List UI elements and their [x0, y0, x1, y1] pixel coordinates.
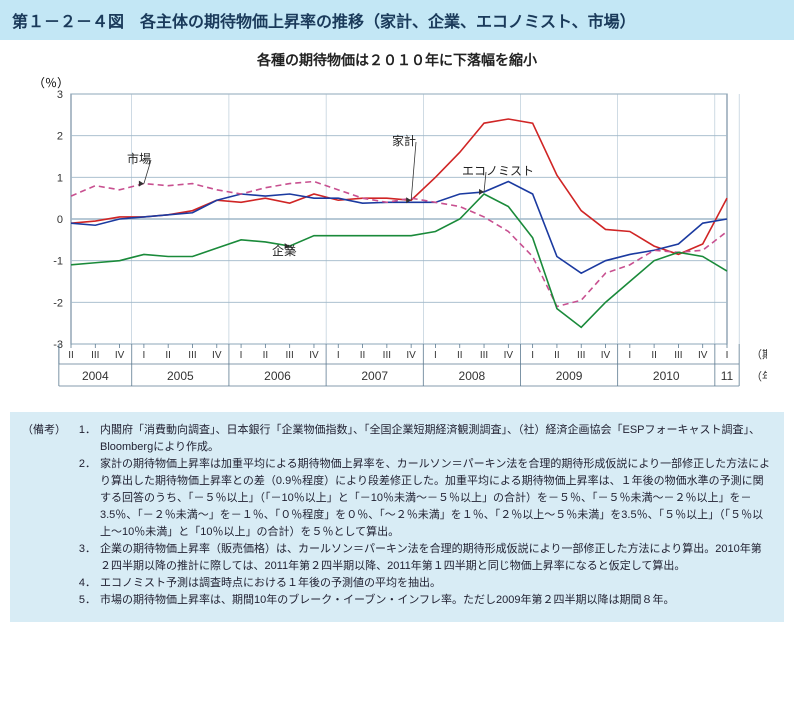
- svg-text:II: II: [165, 350, 171, 361]
- svg-text:II: II: [651, 350, 657, 361]
- svg-text:2007: 2007: [361, 369, 388, 383]
- svg-text:IV: IV: [212, 350, 222, 361]
- svg-text:I: I: [142, 350, 145, 361]
- svg-text:II: II: [360, 350, 366, 361]
- svg-text:0: 0: [57, 214, 63, 226]
- svg-text:2006: 2006: [264, 369, 291, 383]
- note-row: 3．企業の期待物価上昇率（販売価格）は、カールソン＝パーキン法を合理的期待形成仮…: [22, 541, 772, 575]
- svg-text:II: II: [68, 350, 74, 361]
- chart-area: （％） -3-2-10123IIIIIIVIIIIIIIVIIIIIIIVIII…: [27, 76, 767, 406]
- svg-text:I: I: [337, 350, 340, 361]
- svg-text:IV: IV: [309, 350, 319, 361]
- svg-text:II: II: [457, 350, 463, 361]
- svg-text:III: III: [577, 350, 585, 361]
- note-text: 家計の期待物価上昇率は加重平均による期待物価上昇率を、カールソン＝パーキン法を合…: [100, 456, 772, 541]
- svg-text:I: I: [240, 350, 243, 361]
- note-head: [22, 575, 76, 592]
- note-head: （備考）: [22, 422, 76, 456]
- svg-text:3: 3: [57, 89, 63, 101]
- svg-text:-3: -3: [53, 339, 63, 351]
- svg-text:III: III: [188, 350, 196, 361]
- svg-text:2005: 2005: [167, 369, 194, 383]
- note-head: [22, 592, 76, 609]
- svg-text:（年）: （年）: [751, 369, 767, 383]
- note-text: エコノミスト予測は調査時点における１年後の予測値の平均を抽出。: [100, 575, 772, 592]
- svg-text:I: I: [434, 350, 437, 361]
- svg-text:2004: 2004: [82, 369, 109, 383]
- note-text: 企業の期待物価上昇率（販売価格）は、カールソン＝パーキン法を合理的期待形成仮説に…: [100, 541, 772, 575]
- svg-text:2008: 2008: [459, 369, 486, 383]
- svg-text:（期）: （期）: [751, 348, 767, 361]
- notes-panel: （備考）1．内閣府「消費動向調査」、日本銀行「企業物価指数」、「全国企業短期経済…: [10, 412, 784, 622]
- svg-text:III: III: [285, 350, 293, 361]
- note-number: 2．: [76, 456, 100, 541]
- svg-text:11: 11: [721, 369, 734, 383]
- svg-text:I: I: [531, 350, 534, 361]
- svg-text:III: III: [674, 350, 682, 361]
- figure-subtitle: 各種の期待物価は２０１０年に下落幅を縮小: [0, 40, 794, 76]
- svg-text:2009: 2009: [556, 369, 583, 383]
- note-row: 4．エコノミスト予測は調査時点における１年後の予測値の平均を抽出。: [22, 575, 772, 592]
- line-chart: -3-2-10123IIIIIIVIIIIIIIVIIIIIIIVIIIIIII…: [27, 76, 767, 406]
- svg-text:III: III: [383, 350, 391, 361]
- svg-text:IV: IV: [698, 350, 708, 361]
- note-head: [22, 541, 76, 575]
- svg-text:IV: IV: [504, 350, 514, 361]
- svg-text:III: III: [91, 350, 99, 361]
- note-text: 内閣府「消費動向調査」、日本銀行「企業物価指数」、「全国企業短期経済観測調査」、…: [100, 422, 772, 456]
- figure-title: 第１－２－４図 各主体の期待物価上昇率の推移（家計、企業、エコノミスト、市場）: [0, 0, 794, 40]
- svg-text:II: II: [554, 350, 560, 361]
- figure-container: 第１－２－４図 各主体の期待物価上昇率の推移（家計、企業、エコノミスト、市場） …: [0, 0, 794, 622]
- svg-text:II: II: [263, 350, 269, 361]
- svg-text:IV: IV: [115, 350, 125, 361]
- svg-text:III: III: [480, 350, 488, 361]
- note-number: 5．: [76, 592, 100, 609]
- svg-text:-1: -1: [53, 256, 63, 268]
- svg-text:-2: -2: [53, 297, 63, 309]
- note-row: 2．家計の期待物価上昇率は加重平均による期待物価上昇率を、カールソン＝パーキン法…: [22, 456, 772, 541]
- svg-text:1: 1: [57, 172, 63, 184]
- svg-text:2010: 2010: [653, 369, 680, 383]
- svg-text:IV: IV: [601, 350, 611, 361]
- note-number: 4．: [76, 575, 100, 592]
- svg-text:IV: IV: [406, 350, 416, 361]
- note-number: 3．: [76, 541, 100, 575]
- svg-text:2: 2: [57, 131, 63, 143]
- svg-text:I: I: [726, 350, 729, 361]
- note-row: 5．市場の期待物価上昇率は、期間10年のブレーク・イーブン・インフレ率。ただし2…: [22, 592, 772, 609]
- note-number: 1．: [76, 422, 100, 456]
- svg-text:I: I: [628, 350, 631, 361]
- note-text: 市場の期待物価上昇率は、期間10年のブレーク・イーブン・インフレ率。ただし200…: [100, 592, 772, 609]
- note-head: [22, 456, 76, 541]
- note-row: （備考）1．内閣府「消費動向調査」、日本銀行「企業物価指数」、「全国企業短期経済…: [22, 422, 772, 456]
